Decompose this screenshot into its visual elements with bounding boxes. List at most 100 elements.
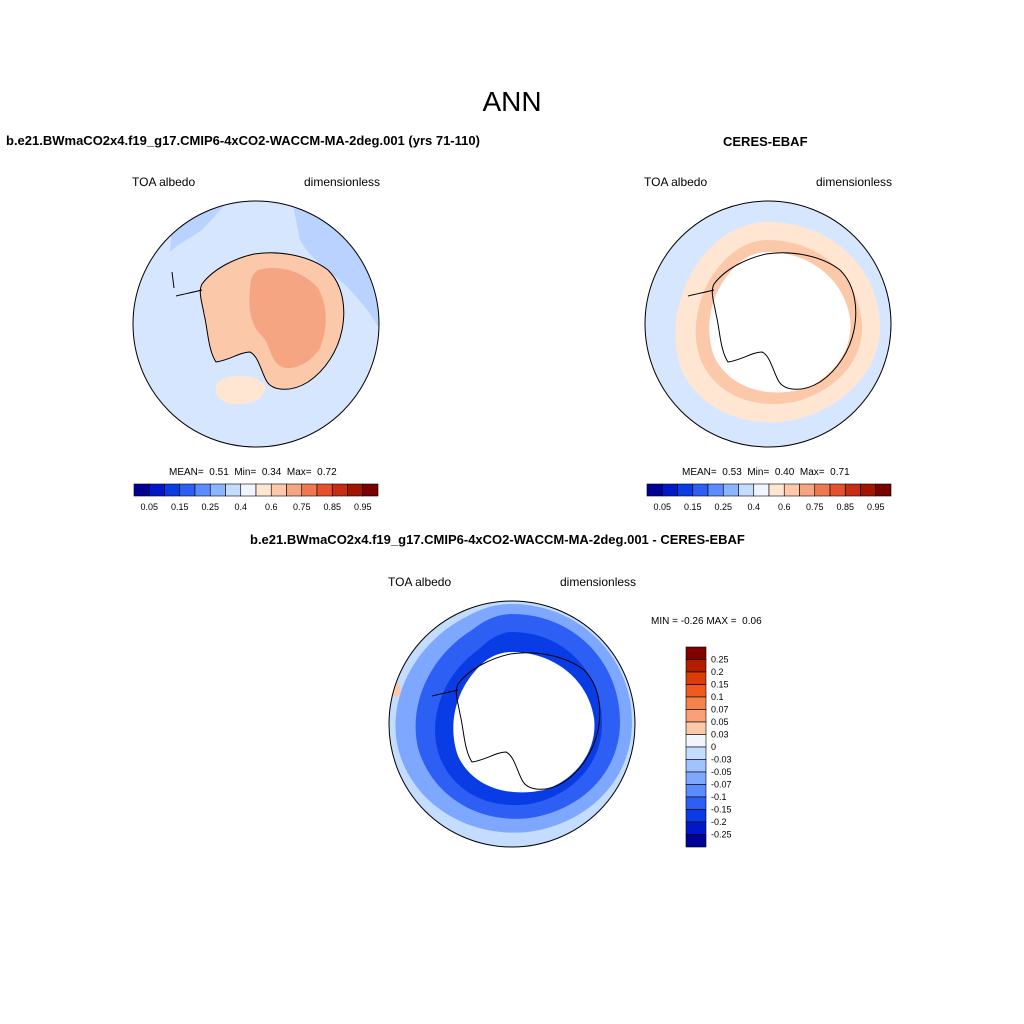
colorbar-box — [783, 483, 800, 497]
panel-diff-variable: TOA albedo — [388, 575, 452, 589]
panel-obs-units: dimensionless — [816, 175, 893, 189]
panel-diff-units: dimensionless — [560, 575, 637, 589]
panel-obs-variable: TOA albedo — [644, 175, 708, 189]
colorbar-tick-label: 0.25 — [711, 655, 729, 665]
colorbar-box — [316, 483, 333, 497]
panel-obs-stats: MEAN= 0.53 Min= 0.40 Max= 0.71 — [682, 467, 850, 478]
colorbar-box — [875, 483, 892, 497]
panel-obs-title: CERES-EBAF — [723, 134, 808, 149]
colorbar-model: 0.05 0.15 0.25 0.4 0.6 0.75 0.85 0.95 — [133, 483, 379, 512]
colorbar-box — [685, 821, 707, 835]
colorbar-box — [661, 483, 678, 497]
colorbar-box — [286, 483, 303, 497]
colorbar-tick-label: -0.07 — [711, 780, 732, 790]
colorbar-box — [685, 746, 707, 760]
colorbar-box — [194, 483, 211, 497]
colorbar-box — [753, 483, 770, 497]
page-title: ANN — [482, 86, 542, 117]
colorbar-box — [768, 483, 785, 497]
antarctic-peninsula — [687, 289, 715, 297]
colorbar-box — [707, 483, 724, 497]
colorbar-tick-label: -0.2 — [711, 817, 727, 827]
colorbar-tick-label: 0.15 — [171, 502, 189, 512]
colorbar-box — [255, 483, 272, 497]
colorbar-box — [240, 483, 257, 497]
colorbar-box — [685, 709, 707, 723]
colorbar-box — [209, 483, 226, 497]
colorbar-obs: 0.05 0.15 0.25 0.4 0.6 0.75 0.85 0.95 — [646, 483, 892, 512]
colorbar-tick-label: 0.6 — [778, 502, 791, 512]
colorbar-box — [814, 483, 831, 497]
colorbar-tick-label: 0.75 — [806, 502, 824, 512]
colorbar-tick-label: -0.1 — [711, 792, 727, 802]
colorbar-tick-label: 0.6 — [265, 502, 278, 512]
panel-diff-title: b.e21.BWmaCO2x4.f19_g17.CMIP6-4xCO2-WACC… — [250, 532, 745, 547]
sea-ice-patch — [215, 375, 266, 405]
colorbar-box — [844, 483, 861, 497]
panel-diff-stats: MIN = -0.26 MAX = 0.06 — [651, 616, 762, 627]
panel-model-title: b.e21.BWmaCO2x4.f19_g17.CMIP6-4xCO2-WACC… — [6, 133, 480, 148]
antarctic-peninsula — [175, 289, 203, 297]
colorbar-box — [362, 483, 379, 497]
colorbar-tick-label: 0.75 — [293, 502, 311, 512]
colorbar-tick-label: 0.95 — [354, 502, 372, 512]
panel-model-units: dimensionless — [304, 175, 381, 189]
colorbar-box — [738, 483, 755, 497]
colorbar-box — [677, 483, 694, 497]
colorbar-tick-label: -0.03 — [711, 755, 732, 765]
colorbar-tick-label: 0.85 — [836, 502, 854, 512]
colorbar-tick-label: 0.07 — [711, 705, 729, 715]
colorbar-box — [685, 671, 707, 685]
colorbar-box — [347, 483, 364, 497]
ocean-band-upper-left — [170, 206, 224, 252]
colorbar-box — [685, 659, 707, 673]
colorbar-box — [685, 784, 707, 798]
antarctica-coastline — [711, 252, 857, 390]
south-america-tip — [171, 271, 175, 289]
colorbar-box — [646, 483, 663, 497]
colorbar-box — [270, 483, 287, 497]
colorbar-box — [685, 734, 707, 748]
land-albedo-inner — [249, 268, 326, 368]
colorbar-box — [685, 646, 707, 660]
colorbar-tick-label: 0.1 — [711, 692, 724, 702]
colorbar-box — [225, 483, 242, 497]
colorbar-box — [685, 771, 707, 785]
colorbar-tick-label: 0.4 — [234, 502, 247, 512]
panel-model-variable: TOA albedo — [132, 175, 196, 189]
colorbar-tick-label: 0.05 — [653, 502, 671, 512]
colorbar-box — [685, 809, 707, 823]
colorbar-box — [685, 721, 707, 735]
colorbar-box — [799, 483, 816, 497]
map-diff — [388, 600, 636, 848]
colorbar-box — [148, 483, 165, 497]
colorbar-box — [685, 834, 707, 848]
colorbar-tick-label: 0.25 — [714, 502, 732, 512]
map-model — [132, 200, 380, 448]
colorbar-tick-label: 0.05 — [140, 502, 158, 512]
colorbar-tick-label: 0.85 — [323, 502, 341, 512]
colorbar-tick-label: 0.05 — [711, 717, 729, 727]
colorbar-box — [301, 483, 318, 497]
colorbar-box — [722, 483, 739, 497]
colorbar-box — [133, 483, 150, 497]
colorbar-box — [692, 483, 709, 497]
colorbar-box — [829, 483, 846, 497]
colorbar-tick-label: -0.15 — [711, 805, 732, 815]
colorbar-tick-label: 0.2 — [711, 667, 724, 677]
colorbar-tick-label: 0.95 — [867, 502, 885, 512]
map-obs — [644, 200, 892, 448]
colorbar-box — [685, 796, 707, 810]
colorbar-tick-label: 0.15 — [684, 502, 702, 512]
panel-model-stats: MEAN= 0.51 Min= 0.34 Max= 0.72 — [169, 467, 337, 478]
antarctica-coastline — [199, 252, 345, 390]
colorbar-box — [331, 483, 348, 497]
colorbar-diff: 0.25 0.2 0.15 0.1 0.07 0.05 0.03 0 -0.03 -0.05 -0.… — [685, 646, 732, 848]
colorbar-box — [860, 483, 877, 497]
colorbar-box — [685, 684, 707, 698]
colorbar-tick-label: -0.25 — [711, 830, 732, 840]
colorbar-tick-label: 0.03 — [711, 730, 729, 740]
colorbar-tick-label: 0.25 — [201, 502, 219, 512]
colorbar-box — [164, 483, 181, 497]
colorbar-box — [685, 696, 707, 710]
